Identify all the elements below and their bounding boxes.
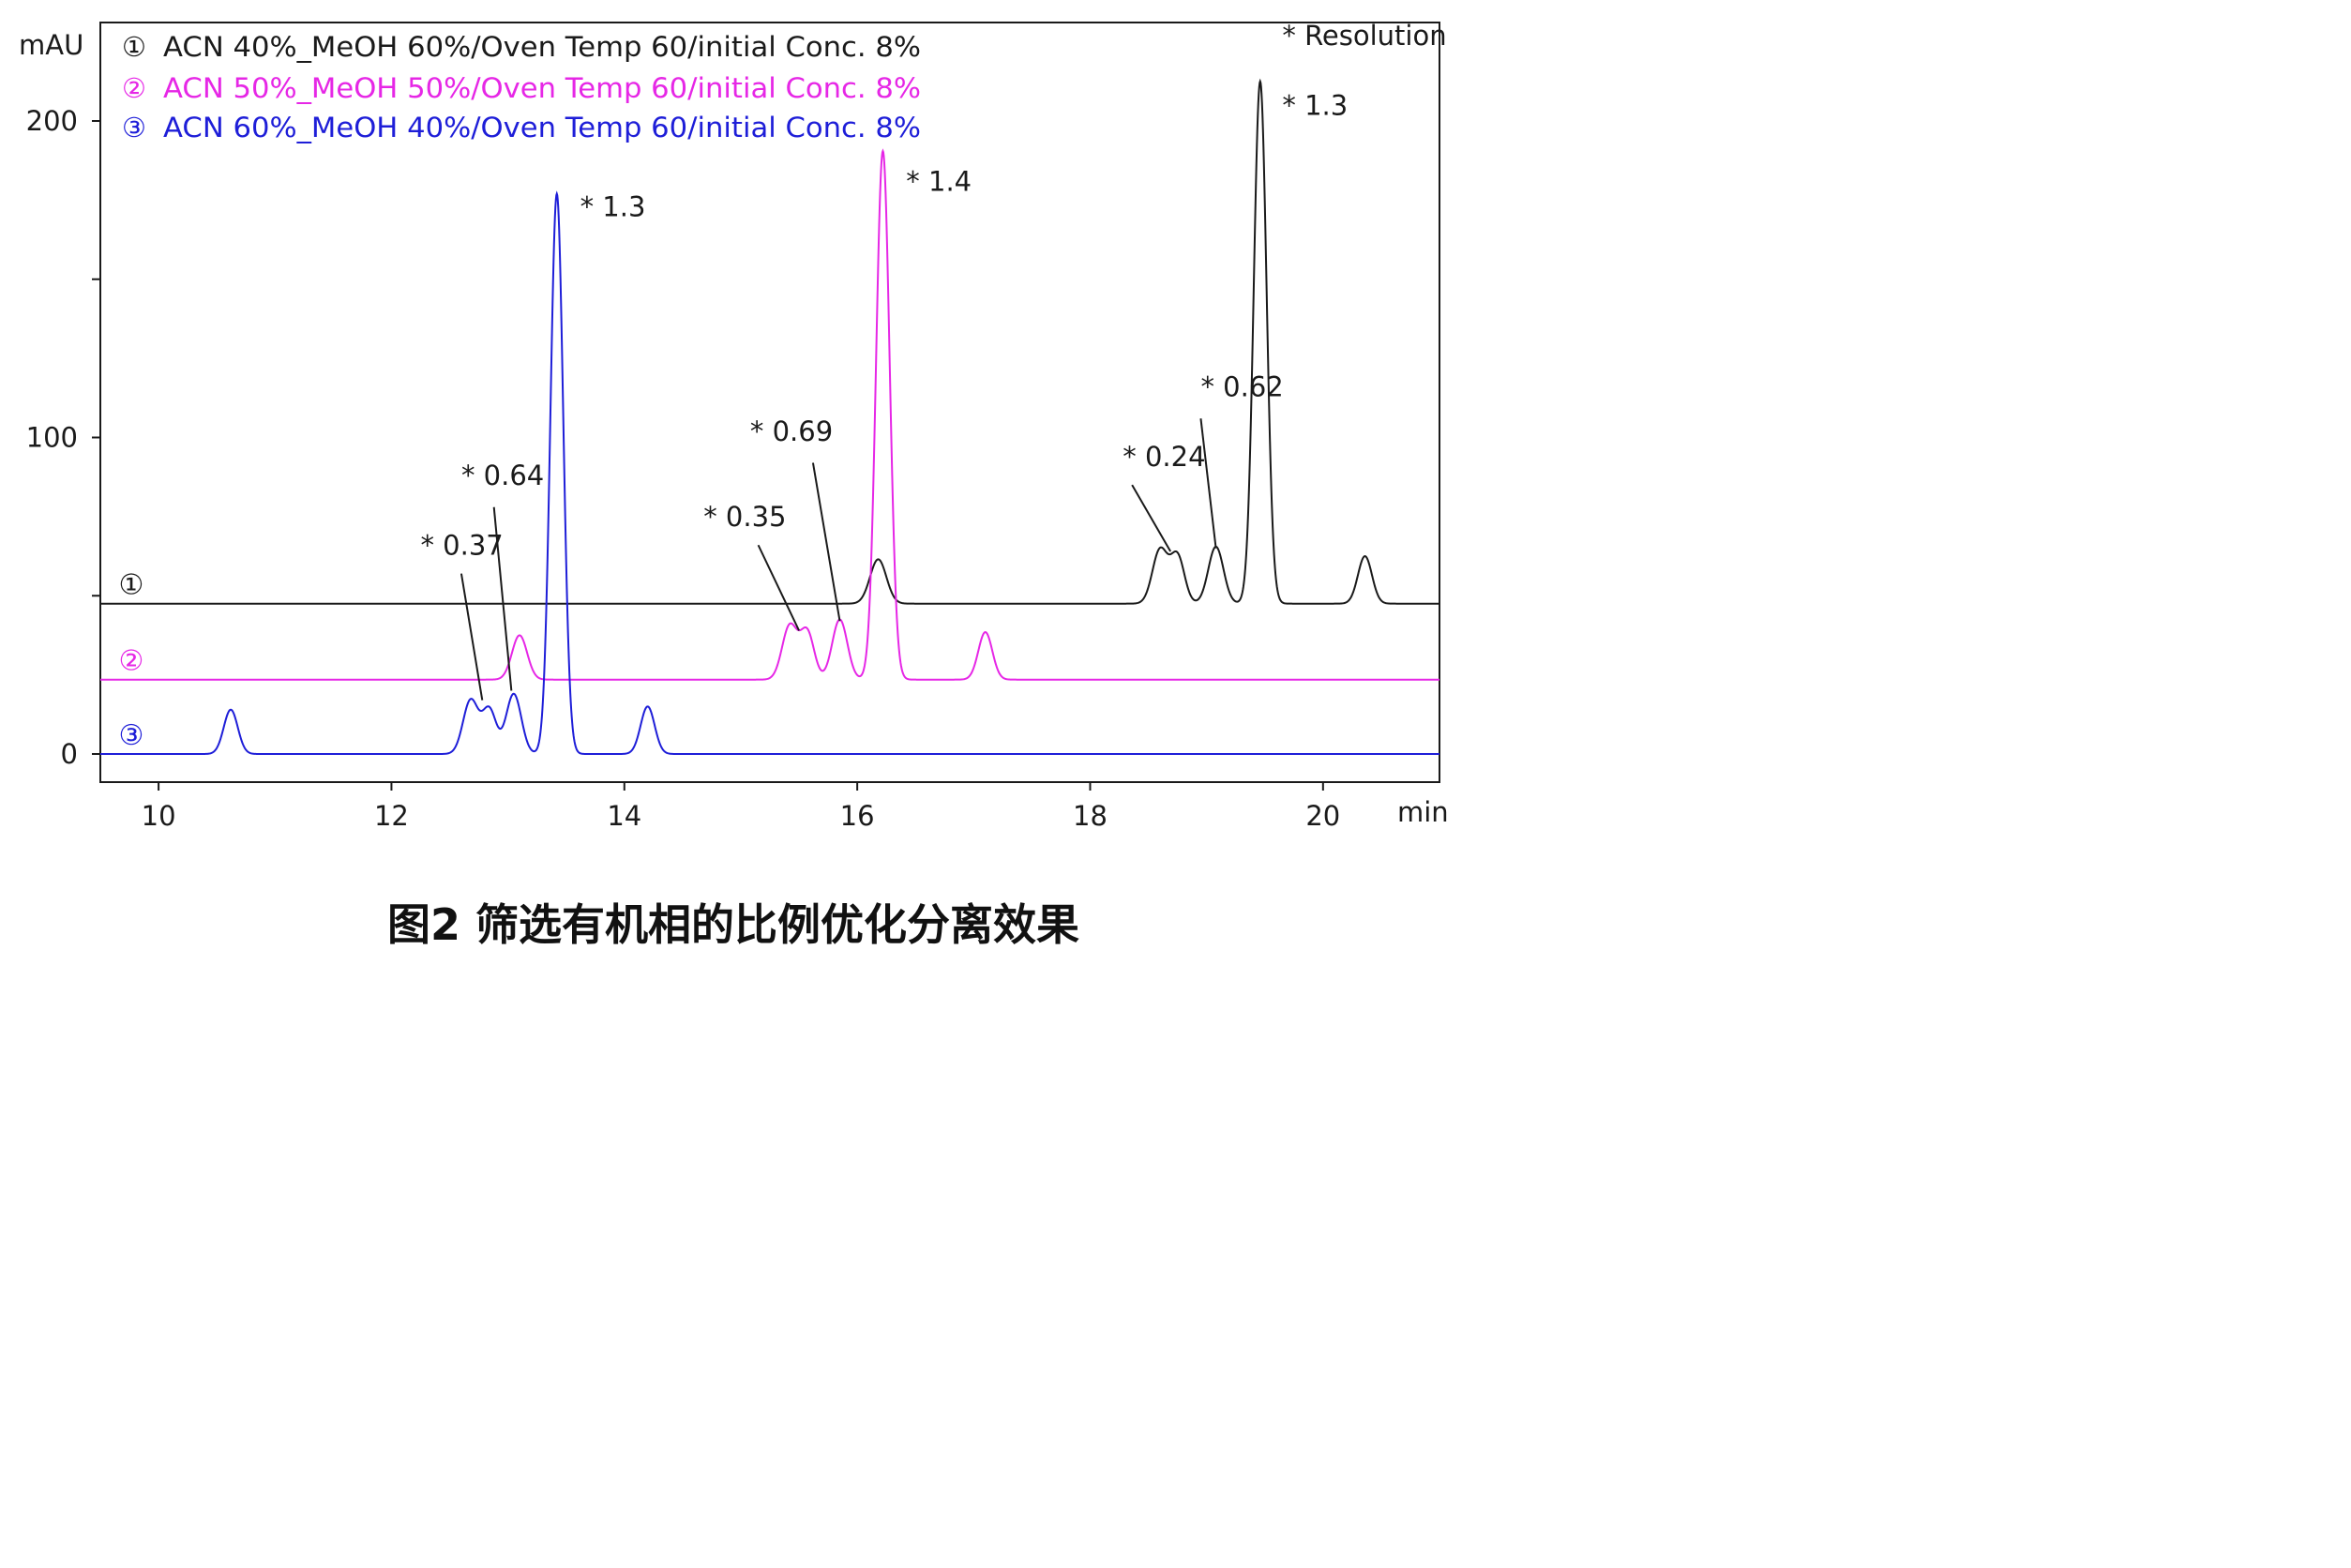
resolution-annotation: * 0.69 [750,415,833,447]
annotation-pointer [1131,484,1172,552]
x-tick-label: 20 [1305,800,1340,832]
legend: ① ACN 40%_MeOH 60%/Oven Temp 60/initial C… [122,31,921,143]
legend-marker-1: ① [122,31,146,63]
y-unit-label: mAU [19,29,83,61]
annotation-pointer [492,506,513,691]
x-tick-label: 14 [607,800,641,832]
y-tick-label: 200 [26,105,78,137]
series-marker-2: ② [119,645,144,678]
annotations: * Resolution * 1.3 * 1.4 * 1.3 * 0.62 * 0.24 *… [420,20,1447,701]
y-tick-label: 0 [61,738,78,770]
y-tick-label: 100 [26,422,78,454]
annotation-pointer [460,573,484,701]
legend-marker-3: ③ [122,112,146,143]
resolution-annotation: * 0.24 [1123,441,1205,473]
resolution-annotation: * 0.37 [420,529,503,561]
axes: mAU min 0 100 200 10 12 14 16 18 20 [19,29,1449,832]
chromatogram-chart: mAU min 0 100 200 10 12 14 16 18 20 ① ② ③ * Resoluti… [19,20,1449,832]
x-tick-label: 12 [374,800,409,832]
legend-entry-3: ACN 60%_MeOH 40%/Oven Temp 60/initial Co… [163,112,921,143]
legend-entry-2: ACN 50%_MeOH 50%/Oven Temp 60/initial Co… [163,72,921,104]
resolution-annotation: * 1.4 [906,165,972,197]
resolution-annotation: * 1.3 [1282,89,1348,121]
series-marker-3: ③ [119,719,144,752]
series-line-3 [100,190,1439,755]
plot-frame [99,22,1440,783]
x-tick-label: 10 [142,800,176,832]
x-unit-label: min [1397,796,1449,828]
legend-entry-1: ACN 40%_MeOH 60%/Oven Temp 60/initial Co… [163,31,921,63]
annotation-pointer [757,544,800,631]
figure-caption: 图2 筛选有机相的比例优化分离效果 [386,899,1080,950]
x-tick-label: 18 [1073,800,1108,832]
x-tick-label: 16 [840,800,875,832]
series-line-2 [100,148,1439,681]
resolution-annotation: * 0.35 [703,501,786,533]
annotation-pointer [811,462,841,622]
annotation-pointer [1199,418,1217,549]
resolution-annotation: * 1.3 [580,190,646,222]
series-marker-1: ① [119,569,144,602]
resolution-annotation: * 0.62 [1200,371,1283,403]
resolution-annotation: * 0.64 [461,460,544,491]
legend-marker-2: ② [122,72,146,104]
resolution-annotation: * Resolution [1282,20,1446,52]
